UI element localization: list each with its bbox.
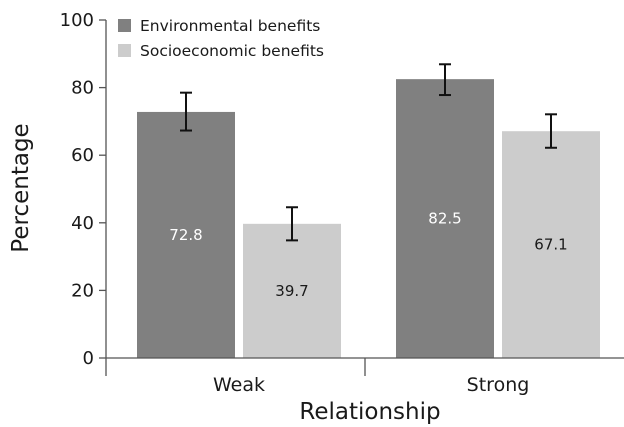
x-category-label: Weak <box>213 374 265 396</box>
data-label: 39.7 <box>275 282 308 300</box>
error-bar <box>286 206 298 242</box>
error-bar <box>439 63 451 97</box>
y-axis-title: Percentage <box>8 123 34 252</box>
y-tick-label: 20 <box>71 280 94 301</box>
bar-socioeconomic-benefits-weak <box>243 223 341 358</box>
data-label: 72.8 <box>169 226 202 244</box>
error-bar <box>545 113 557 149</box>
x-category-label: Strong <box>467 374 530 396</box>
bar-socioeconomic-benefits-strong <box>502 131 600 358</box>
data-label: 67.1 <box>534 236 567 254</box>
data-label: 82.5 <box>428 210 461 228</box>
error-bar <box>180 91 192 132</box>
bar-environmental-benefits-strong <box>396 79 494 359</box>
bar-environmental-benefits-weak <box>137 111 235 358</box>
y-tick-label: 0 <box>83 348 94 369</box>
x-axis-title: Relationship <box>299 399 440 425</box>
legend-swatch <box>118 44 131 57</box>
y-tick-label: 40 <box>71 213 94 234</box>
y-tick-label: 100 <box>60 10 94 31</box>
x-axis-ticks: Weak Strong <box>105 358 530 396</box>
legend: Environmental benefits Socioeconomic bene… <box>118 17 324 60</box>
data-labels-layer: 72.8 39.7 82.5 67.1 <box>169 210 567 300</box>
error-bars-layer <box>180 63 557 242</box>
legend-label: Socioeconomic benefits <box>140 42 324 60</box>
y-tick-label: 60 <box>71 145 94 166</box>
y-axis-ticks: 0 20 40 60 80 100 <box>60 10 106 369</box>
legend-swatch <box>118 19 131 32</box>
legend-label: Environmental benefits <box>140 17 320 35</box>
bars-layer <box>137 79 600 359</box>
y-tick-label: 80 <box>71 78 94 99</box>
